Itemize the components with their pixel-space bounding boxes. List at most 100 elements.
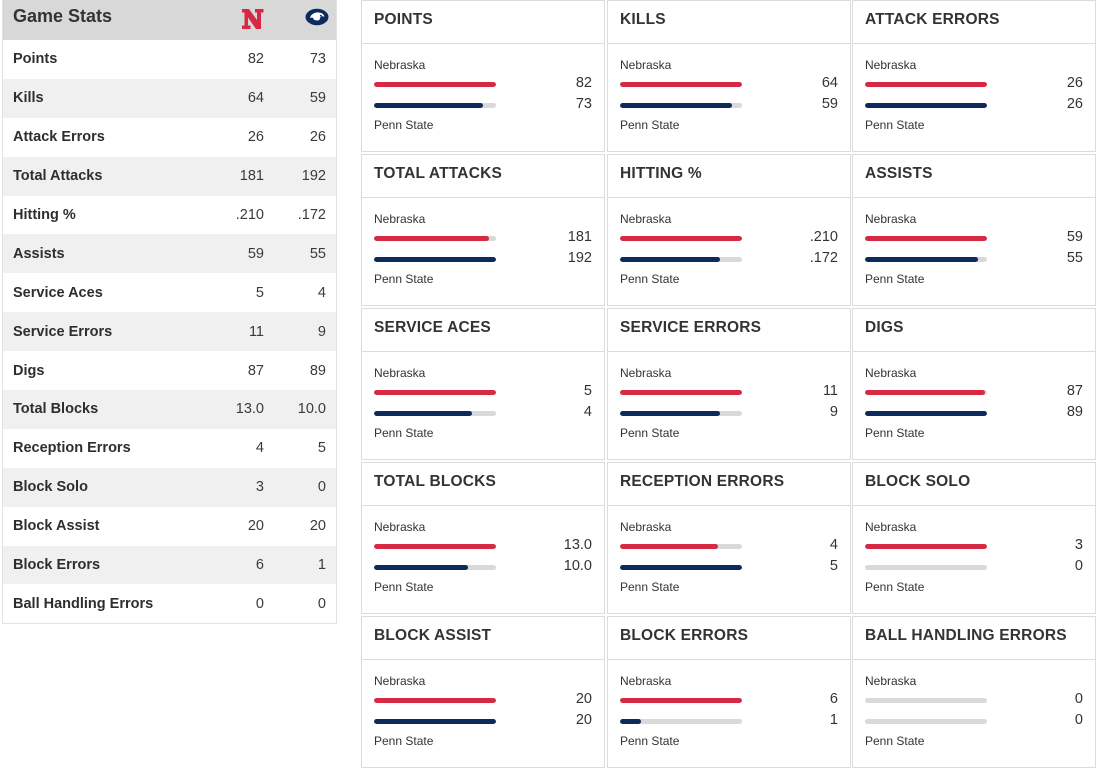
away-bar-track: [865, 719, 987, 724]
card-title: KILLS: [608, 1, 850, 44]
away-bar-fill: [374, 257, 496, 262]
card-title: BALL HANDLING ERRORS: [853, 617, 1095, 660]
away-bar-fill: [865, 257, 979, 262]
away-team-label: Penn State: [620, 118, 680, 132]
stat-card: BLOCK ASSIST Nebraska 20 20 Penn State: [361, 616, 605, 768]
game-stats-table: Game Stats Points 82 73 Kills 64 59 Attack Err…: [2, 0, 337, 625]
away-bar-track: [620, 103, 742, 108]
penn-state-value: 89: [309, 362, 326, 379]
home-bar-track: [865, 82, 987, 87]
home-team-label: Nebraska: [620, 366, 672, 380]
nebraska-value: 181: [239, 168, 264, 185]
away-bar-track: [374, 411, 496, 416]
away-bar-fill: [865, 103, 987, 108]
stat-card: BLOCK SOLO Nebraska 3 0 Penn State: [852, 462, 1096, 614]
nebraska-value: 13.0: [235, 401, 264, 418]
card-title: TOTAL ATTACKS: [362, 155, 604, 198]
stat-label: Points: [13, 51, 58, 68]
stat-card: DIGS Nebraska 87 89 Penn State: [852, 308, 1096, 460]
card-body: Nebraska 20 20 Penn State: [362, 660, 604, 768]
penn-state-value: 5: [317, 440, 326, 457]
nebraska-value: 20: [247, 518, 264, 535]
home-value: 59: [1066, 229, 1083, 245]
penn-state-value: 10.0: [297, 401, 326, 418]
home-team-label: Nebraska: [620, 58, 672, 72]
card-body: Nebraska 87 89 Penn State: [853, 352, 1095, 460]
stat-label: Kills: [13, 90, 44, 107]
penn-state-value: 59: [309, 90, 326, 107]
penn-state-value: 9: [317, 323, 326, 340]
stat-card: HITTING % Nebraska .210 .172 Penn State: [607, 154, 851, 306]
stat-label: Block Assist: [13, 518, 100, 535]
home-value: 26: [1066, 75, 1083, 91]
home-value: 181: [567, 229, 592, 245]
away-bar-fill: [620, 103, 733, 108]
home-value: 0: [1074, 691, 1083, 707]
stat-card: ASSISTS Nebraska 59 55 Penn State: [852, 154, 1096, 306]
home-bar-fill: [620, 236, 742, 241]
home-team-label: Nebraska: [374, 212, 426, 226]
away-bar-track: [865, 565, 987, 570]
home-bar-track: [374, 544, 496, 549]
away-bar-track: [865, 411, 987, 416]
penn-state-value: 1: [317, 557, 326, 574]
table-row: Assists 59 55: [3, 234, 336, 274]
card-body: Nebraska 4 5 Penn State: [608, 506, 850, 614]
away-bar-track: [865, 103, 987, 108]
away-team-label: Penn State: [374, 426, 434, 440]
home-bar-track: [374, 236, 496, 241]
away-team-label: Penn State: [374, 118, 434, 132]
home-bar-fill: [374, 82, 496, 87]
away-bar-fill: [374, 565, 468, 570]
away-team-label: Penn State: [374, 734, 434, 748]
away-team-label: Penn State: [620, 426, 680, 440]
home-bar-fill: [374, 390, 496, 395]
away-bar-fill: [620, 719, 641, 724]
away-value: 89: [1066, 404, 1083, 420]
home-bar-fill: [865, 236, 987, 241]
card-title: RECEPTION ERRORS: [608, 463, 850, 506]
home-bar-track: [865, 236, 987, 241]
away-value: 9: [829, 404, 838, 420]
card-body: Nebraska 59 55 Penn State: [853, 198, 1095, 306]
table-row: Points 82 73: [3, 40, 336, 79]
card-title: BLOCK ERRORS: [608, 617, 850, 660]
table-row: Ball Handling Errors 0 0: [3, 584, 336, 624]
home-value: 82: [575, 75, 592, 91]
card-body: Nebraska .210 .172 Penn State: [608, 198, 850, 306]
home-value: 6: [829, 691, 838, 707]
nebraska-value: 6: [255, 557, 264, 574]
card-body: Nebraska 6 1 Penn State: [608, 660, 850, 768]
away-bar-fill: [374, 103, 483, 108]
away-team-label: Penn State: [620, 272, 680, 286]
card-body: Nebraska 181 192 Penn State: [362, 198, 604, 306]
stat-label: Digs: [13, 362, 45, 379]
table-header: Game Stats: [3, 0, 336, 40]
home-team-label: Nebraska: [620, 212, 672, 226]
home-value: 11: [822, 383, 838, 399]
away-value: 5: [829, 558, 838, 574]
away-value: 192: [567, 250, 592, 266]
card-title: BLOCK SOLO: [853, 463, 1095, 506]
stat-card: SERVICE ERRORS Nebraska 11 9 Penn State: [607, 308, 851, 460]
away-bar-track: [374, 103, 496, 108]
table-row: Digs 87 89: [3, 351, 336, 391]
card-body: Nebraska 3 0 Penn State: [853, 506, 1095, 614]
home-team-label: Nebraska: [374, 520, 426, 534]
home-bar-track: [865, 544, 987, 549]
home-bar-track: [865, 390, 987, 395]
home-bar-fill: [620, 698, 742, 703]
away-team-label: Penn State: [865, 426, 925, 440]
home-bar-track: [374, 698, 496, 703]
table-row: Kills 64 59: [3, 78, 336, 118]
home-team-label: Nebraska: [374, 674, 426, 688]
nebraska-value: 59: [247, 245, 264, 262]
nebraska-value: .210: [235, 207, 264, 223]
home-bar-fill: [620, 82, 742, 87]
away-bar-track: [374, 257, 496, 262]
stat-card: BALL HANDLING ERRORS Nebraska 0 0 Penn State: [852, 616, 1096, 768]
nebraska-value: 3: [255, 479, 264, 496]
table-row: Service Aces 5 4: [3, 273, 336, 313]
stat-label: Assists: [13, 245, 65, 262]
card-title: HITTING %: [608, 155, 850, 198]
